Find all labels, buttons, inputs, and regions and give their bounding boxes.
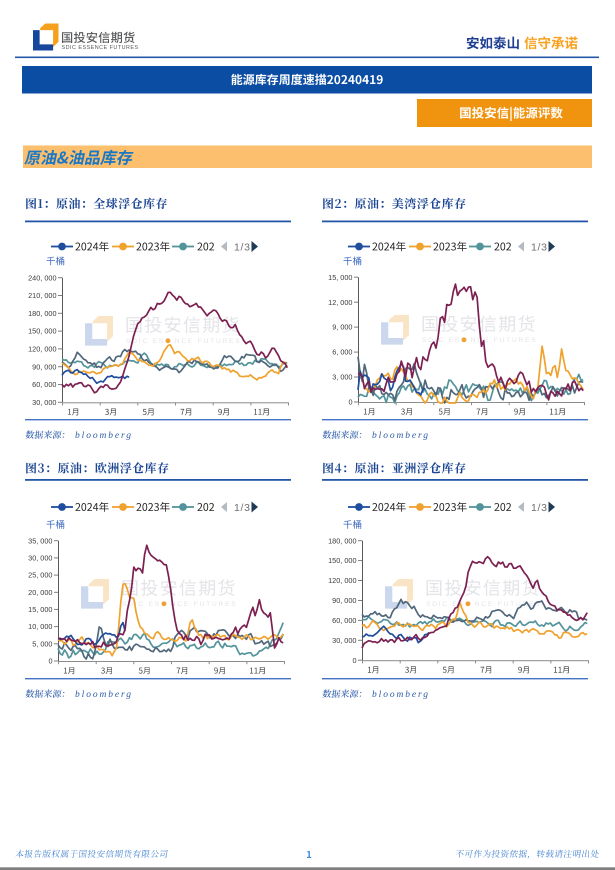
svg-text:180, 000: 180, 000 — [328, 536, 356, 545]
svg-text:240, 000: 240, 000 — [28, 273, 56, 282]
svg-text:12, 000: 12, 000 — [328, 298, 352, 307]
svg-text:30, 000: 30, 000 — [332, 636, 356, 645]
svg-text:10, 000: 10, 000 — [28, 622, 52, 631]
svg-text:0: 0 — [352, 656, 356, 665]
svg-text:60, 000: 60, 000 — [332, 616, 356, 625]
svg-text:90, 000: 90, 000 — [332, 596, 356, 605]
svg-text:60, 000: 60, 000 — [32, 380, 56, 389]
svg-text:30, 000: 30, 000 — [28, 554, 52, 563]
svg-text:150, 000: 150, 000 — [28, 327, 56, 336]
svg-text:35, 000: 35, 000 — [28, 536, 52, 545]
svg-text:210, 000: 210, 000 — [28, 291, 56, 300]
svg-text:30, 000: 30, 000 — [32, 398, 56, 407]
svg-text:0: 0 — [48, 657, 52, 666]
svg-text:15, 000: 15, 000 — [328, 273, 352, 282]
svg-text:25, 000: 25, 000 — [28, 571, 52, 580]
svg-text:0: 0 — [348, 398, 352, 407]
svg-text:90, 000: 90, 000 — [32, 362, 56, 371]
svg-text:SDIC ESSENCE FUTURES: SDIC ESSENCE FUTURES — [62, 45, 139, 51]
svg-text:5, 000: 5, 000 — [32, 639, 52, 648]
svg-text:120, 000: 120, 000 — [28, 345, 56, 354]
svg-text:9, 000: 9, 000 — [332, 323, 352, 332]
svg-text:3, 000: 3, 000 — [332, 373, 352, 382]
svg-text:120, 000: 120, 000 — [328, 576, 356, 585]
svg-text:15, 000: 15, 000 — [28, 605, 52, 614]
svg-text:20, 000: 20, 000 — [28, 588, 52, 597]
svg-text:150, 000: 150, 000 — [328, 556, 356, 565]
svg-text:180, 000: 180, 000 — [28, 309, 56, 318]
svg-text:6, 000: 6, 000 — [332, 348, 352, 357]
